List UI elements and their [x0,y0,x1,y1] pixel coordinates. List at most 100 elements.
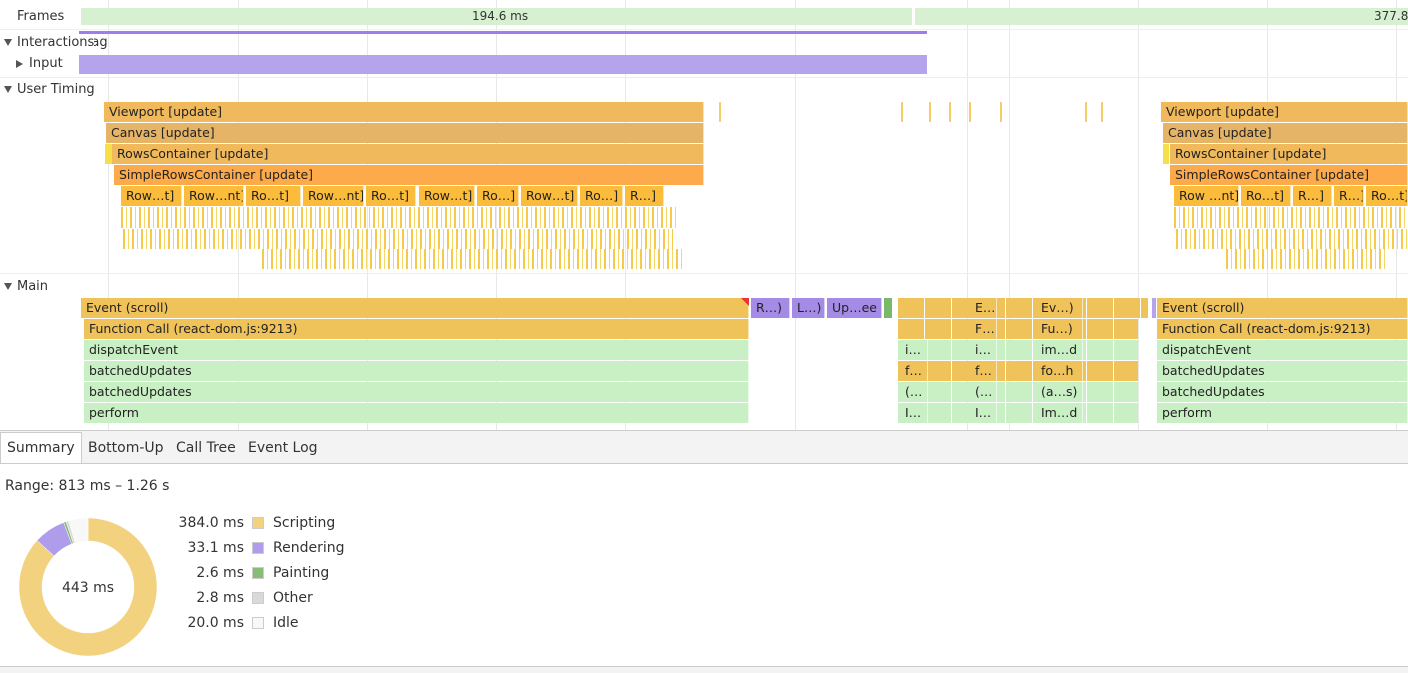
legend-swatch [252,567,264,579]
flame-bar: im…d [1036,340,1083,360]
flame-bar: Function Call (react-dom.js:9213) [1157,319,1408,339]
donut-segment [68,517,89,544]
flame-bar: dispatchEvent [1157,340,1408,360]
flame-bar: fo…h [1036,361,1083,381]
timing-slices [121,207,676,228]
timing-bar: RowsContainer [update] [1170,144,1408,164]
flame-bar [898,361,1138,381]
flame-bar: batchedUpdates [84,361,749,381]
summary-name: Idle [273,615,299,631]
status-bar [0,666,1408,673]
flame-bar: batchedUpdates [1157,382,1408,402]
frame-duration: 377.8 [1374,9,1408,23]
timing-tick [929,102,931,122]
timing-bar: Row…t] [121,186,182,206]
legend-swatch [252,517,264,529]
flame-bar: Im…d [1036,403,1083,423]
flame-bar: f… [970,361,997,381]
track-divider [0,77,1408,78]
track-label: Interactions [17,35,95,50]
flame-bar: perform [1157,403,1408,423]
flame-bar: batchedUpdates [84,382,749,402]
input-bar [79,55,927,74]
timing-bar: Canvas [update] [106,123,704,143]
flame-bar: I… [970,403,997,423]
summary-name: Painting [273,565,330,581]
flame-bar: E… [970,298,997,318]
timing-tick [1085,102,1087,122]
summary-name: Scripting [273,515,336,531]
frame [81,8,912,25]
timing-bar: Viewport [update] [1161,102,1408,122]
summary-value: 2.6 ms [196,565,244,581]
timing-tick [901,102,903,122]
summary-value: 2.8 ms [196,590,244,606]
flame-bar: Function Call (react-dom.js:9213) [84,319,749,339]
tab[interactable]: Call Tree [176,440,236,456]
summary-value: 20.0 ms [187,615,244,631]
track-label: User Timing [17,82,95,97]
expand-icon [16,60,23,68]
flame-bar [898,340,1138,360]
summary-name: Rendering [273,540,345,556]
timing-bar: Ro…t] [1366,186,1408,206]
timing-bar: Ro…] [580,186,623,206]
timing-bar: R…] [1293,186,1332,206]
flame-bar: L…) [792,298,825,318]
timing-slices [1176,229,1408,249]
timing-bar: Row…nt] [184,186,244,206]
warning [741,298,749,306]
timing-bar: Row…nt] [303,186,364,206]
timing-bar: RowsContainer [update] [112,144,704,164]
grid-line [1009,0,1010,430]
flame-bar: R…) [751,298,790,318]
track-label: Main [17,279,49,294]
flame-bar [884,298,892,318]
tab[interactable]: Bottom-Up [88,440,164,456]
timing-tick [1101,102,1103,122]
range: Range: 813 ms – 1.26 s [5,478,170,494]
flame-bar: I… [900,403,928,423]
timing-bar: Ro…t] [246,186,301,206]
timing-slices [262,249,682,269]
flame-bar: (a…s) [1036,382,1083,402]
tab[interactable]: Summary [0,432,82,463]
timing-tick [1000,102,1002,122]
track-divider [0,29,1408,30]
tab[interactable]: Event Log [248,440,318,456]
legend-swatch [252,617,264,629]
summary-donut: 443 ms [18,517,158,657]
timing-bar: R…] [1334,186,1364,206]
flame-bar: batchedUpdates [1157,361,1408,381]
frame-duration: 194.6 ms [472,9,529,23]
timing-bar: Canvas [update] [1163,123,1408,143]
flame-bar: Event (scroll) [81,298,749,318]
timing-bar: R…] [625,186,664,206]
timing-slices [1174,207,1408,228]
expand-icon [4,283,12,290]
legend-swatch [252,592,264,604]
flame-bar [898,298,1148,318]
marker [1163,144,1169,164]
timing-bar: Row…t] [521,186,578,206]
flame-bar: Fu…) [1036,319,1083,339]
flame-bar: i… [900,340,928,360]
flame-bar: F… [970,319,997,339]
flame-bar [898,382,1138,402]
flame-bar: (… [970,382,997,402]
flame-bar [1152,298,1156,318]
timing-bar: Row …nt] [1174,186,1239,206]
grid-line [1138,0,1139,430]
track-label: Input [29,56,63,71]
expand-icon [4,86,12,93]
timing-bar: Row…t] [419,186,475,206]
timing-tick [969,102,971,122]
interaction-bar [79,31,927,34]
timing-bar: Ro…t] [1241,186,1291,206]
marker [105,144,112,164]
timing-bar: SimpleRowsContainer [update] [1170,165,1408,185]
flame-bar: Ev…) [1036,298,1083,318]
timing-bar: Viewport [update] [104,102,704,122]
grid-line [108,0,109,430]
